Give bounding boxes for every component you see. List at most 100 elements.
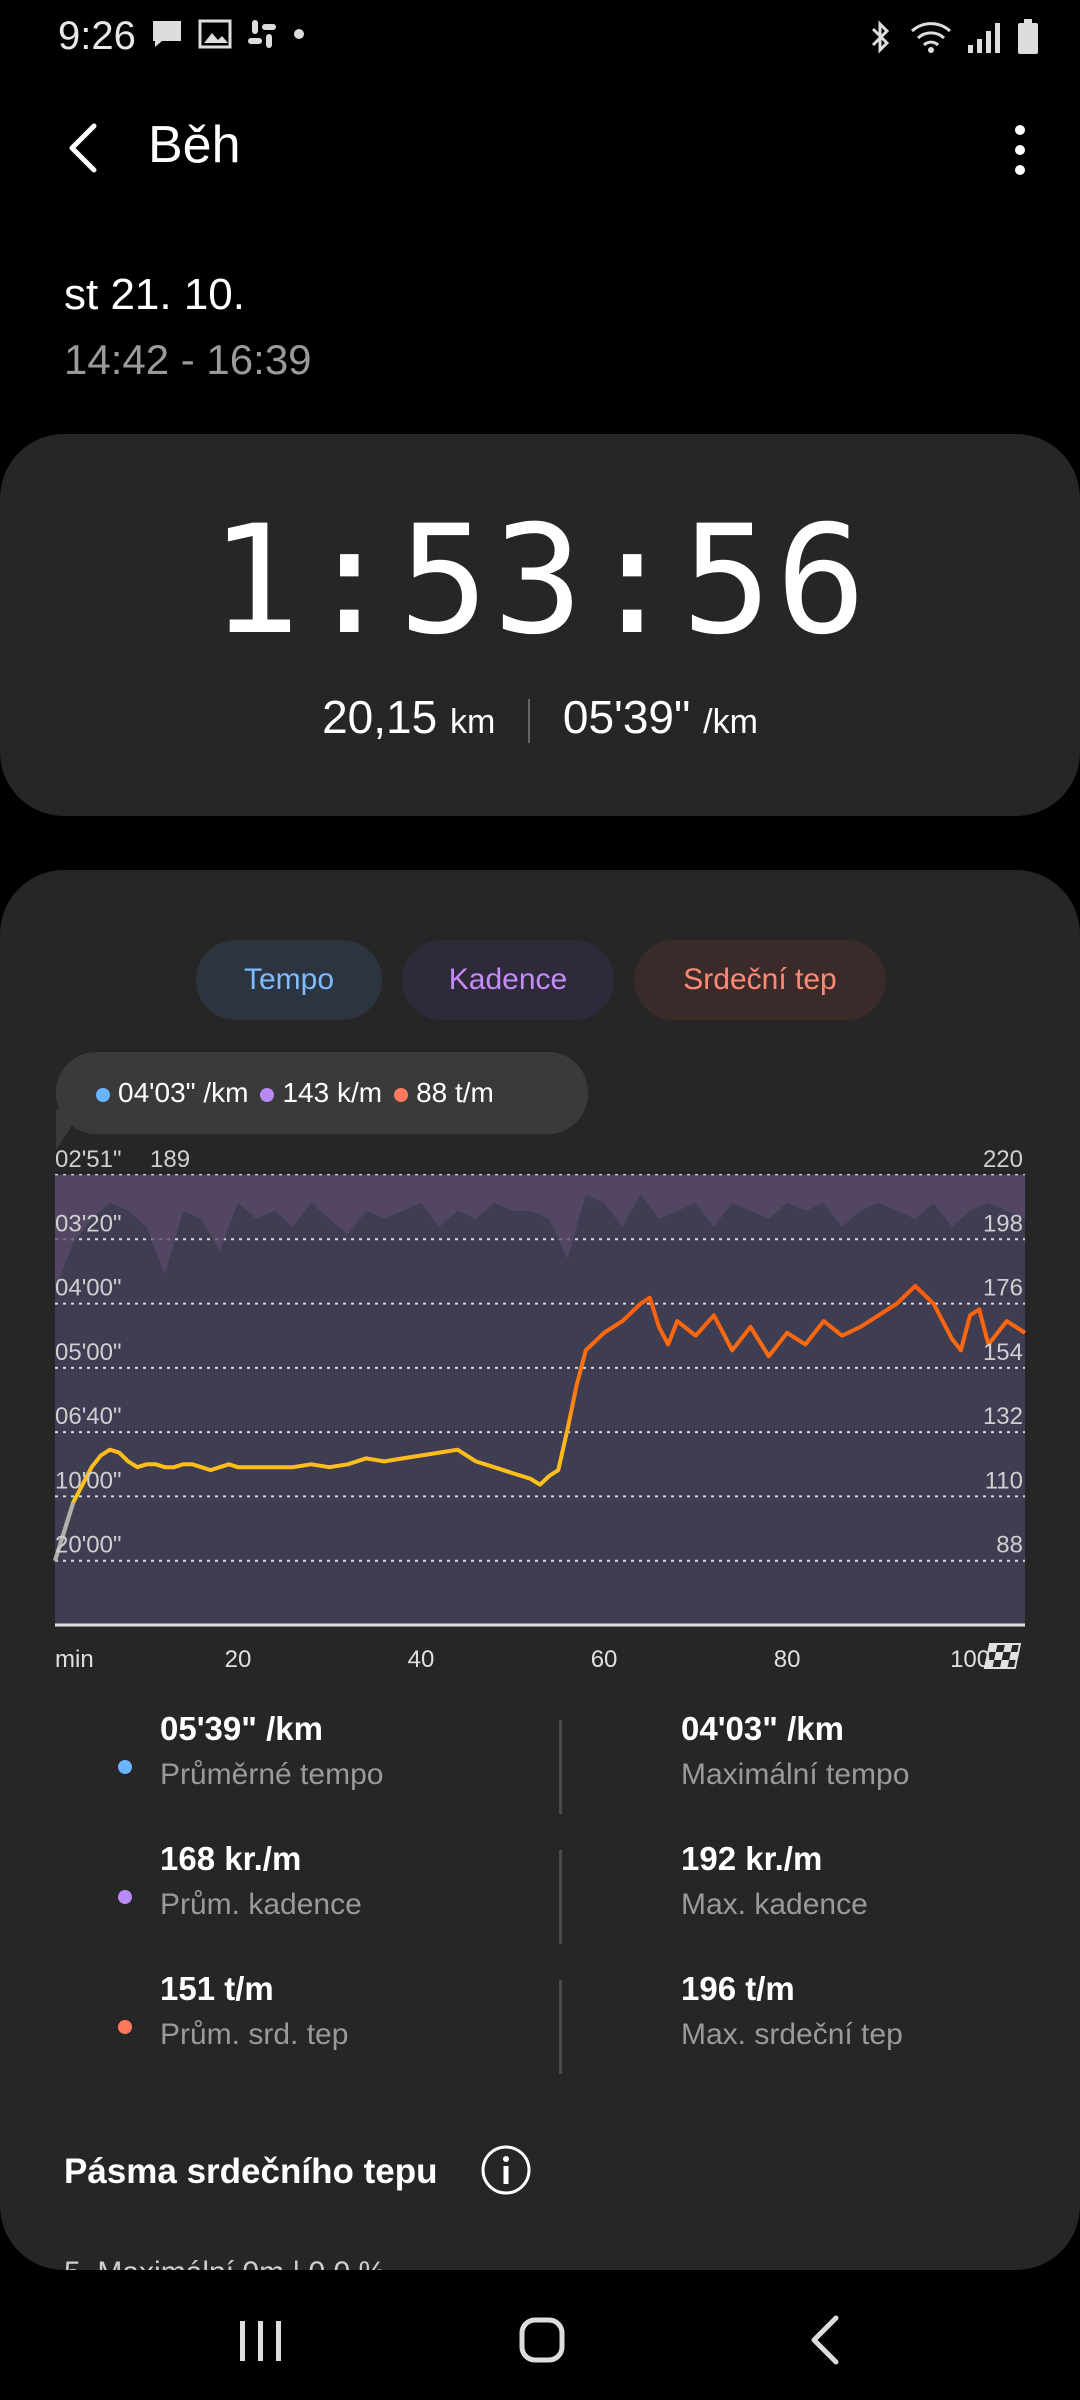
cadence-dot [260, 1088, 275, 1102]
metric-dot [118, 1890, 132, 1904]
back-button[interactable] [58, 118, 118, 178]
recent-apps-button[interactable] [236, 2318, 286, 2364]
flag-cell [984, 1660, 995, 1668]
message-icon [153, 21, 181, 47]
hr-zone-row: 5. Maximální 0m | 0,0 % [64, 2256, 664, 2270]
pace-tick-label: 04'00" [55, 1275, 122, 1302]
metric-label: Prům. srd. tep [160, 2018, 349, 2051]
session-time-range: 14:42 - 16:39 [64, 336, 312, 383]
status-time: 9:26 [58, 14, 136, 58]
hr-tick-label: 110 [985, 1467, 1023, 1494]
home-button[interactable] [518, 2316, 566, 2364]
metric-label: Prům. kadence [160, 1888, 362, 1921]
x-tick-label: 80 [774, 1646, 801, 1673]
info-icon [481, 2145, 531, 2195]
warmup-path [53, 1501, 76, 1562]
cadence-area [55, 1175, 1025, 1291]
pace-dot [96, 1088, 110, 1102]
hr-tick-label: 198 [983, 1210, 1023, 1237]
metric-label: Max. srdeční tep [681, 2018, 903, 2051]
metric-value: 05'39" /km [160, 1710, 323, 1747]
more-vert-icon [1015, 125, 1025, 175]
finish-flag-icon [983, 1643, 1022, 1669]
tab-tempo[interactable]: Tempo [196, 940, 382, 1020]
metric-value: 168 kr./m [160, 1840, 302, 1877]
hr-tick-label: 132 [983, 1403, 1023, 1430]
flag-cell [1003, 1644, 1013, 1652]
metric-label: Maximální tempo [681, 1758, 910, 1791]
tooltip-hr-text: 88 t/m [416, 1077, 494, 1108]
wifi-icon [910, 22, 952, 53]
page-title: Běh [148, 116, 241, 174]
chevron-left-icon [69, 123, 97, 173]
duration-value: 1:53:56 [210, 510, 870, 650]
pace-tick-label: 03'20" [55, 1210, 122, 1237]
metric-value: 04'03" /km [681, 1710, 844, 1747]
battery-icon [1018, 19, 1038, 54]
x-tick-label: 40 [408, 1646, 435, 1673]
home-icon [519, 2317, 565, 2363]
slack-icon [248, 20, 276, 48]
tooltip-cadence: 143 k/m [260, 1077, 382, 1109]
tab-heart-rate[interactable]: Srdeční tep [634, 940, 886, 1020]
notification-icons [150, 18, 306, 50]
chart-plot-area [55, 1175, 1025, 1627]
tooltip-cadence-text: 143 k/m [282, 1077, 383, 1108]
metric-dot [118, 2020, 132, 2034]
chart-axis-labels: /km k/m t/m 02'51" 220 03'20" 198 04'00" 176 05'0… [55, 1150, 1023, 1673]
distance-unit: km [450, 703, 496, 741]
heart-rate-path [53, 1284, 1027, 1562]
pace-tick-label: 20'00" [55, 1532, 122, 1559]
distance-value: 20,15 [322, 691, 438, 743]
tooltip-hr: 88 t/m [394, 1077, 494, 1109]
hr-dot [394, 1088, 409, 1102]
x-tick-label: 60 [591, 1646, 618, 1673]
bluetooth-icon [871, 20, 890, 54]
pace-unit: /km [703, 703, 758, 741]
flag-cell [1009, 1652, 1019, 1660]
metric-value: 192 kr./m [681, 1840, 823, 1877]
cadence-fill [55, 1175, 1025, 1291]
hr-tick-label: 220 [983, 1150, 1023, 1173]
heart-rate-line [53, 1284, 1027, 1562]
x-tick-label: 20 [225, 1646, 252, 1673]
metric-divider [559, 1720, 562, 1814]
metric-dot [118, 1760, 132, 1774]
hr-zones-title: Pásma srdečního tepu [64, 2152, 438, 2191]
plot-background [55, 1175, 1025, 1625]
pace-value: 05'39" [562, 691, 691, 743]
metric-label: Max. kadence [681, 1888, 868, 1921]
image-icon [198, 19, 232, 49]
pace-tick-label: 06'40" [55, 1403, 122, 1430]
info-button[interactable] [480, 2144, 532, 2196]
nav-back-icon [811, 2315, 839, 2365]
x-axis-unit: min [55, 1646, 94, 1673]
pace-tick-label: 05'00" [55, 1339, 122, 1366]
summary-card [0, 434, 1080, 816]
more-options-button[interactable] [1006, 122, 1034, 178]
duration-display: 1:53:56 [210, 510, 870, 650]
hr-tick-label: 154 [983, 1339, 1023, 1366]
navigation-bar [0, 2270, 1080, 2400]
tooltip-pace-text: 04'03" /km [118, 1077, 249, 1108]
metric-value: 196 t/m [681, 1970, 795, 2007]
hr-axis-unit: t/m [990, 1150, 1023, 1156]
cadence-axis-unit: k/m [150, 1150, 189, 1156]
pace-tick-label: 10'00" [55, 1467, 122, 1494]
session-date: st 21. 10. [64, 270, 246, 319]
metric-label: Průměrné tempo [160, 1758, 384, 1791]
flag-cell [994, 1652, 1004, 1660]
hr-tick-label: 176 [983, 1275, 1023, 1302]
tab-kadence[interactable]: Kadence [402, 940, 614, 1020]
workout-chart[interactable]: /km k/m t/m 02'51" 220 03'20" 198 04'00" 176 05'0… [0, 1150, 1080, 1690]
hr-tick-label: 88 [996, 1532, 1023, 1559]
chart-tooltip: 04'03" /km 143 k/m 88 t/m [56, 1052, 588, 1134]
nav-back-button[interactable] [806, 2314, 842, 2366]
flag-cell [999, 1660, 1010, 1668]
signal-icon [968, 23, 1000, 53]
dot-icon [294, 29, 304, 39]
x-tick-label: 100 [950, 1646, 990, 1673]
metric-value: 151 t/m [160, 1970, 274, 2007]
metric-divider [559, 1980, 562, 2074]
cadence-tick-label: 189 [150, 1150, 190, 1173]
